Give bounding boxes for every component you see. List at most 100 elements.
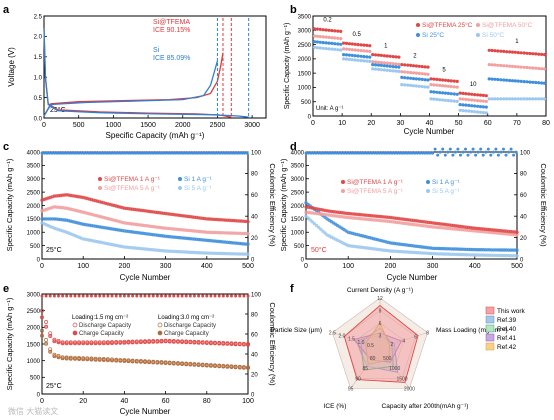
panel-b-point	[403, 63, 407, 67]
panel-b-point	[510, 97, 515, 101]
panel-f-legend-label: Ref.41	[497, 335, 517, 342]
panel-c-ce-point	[45, 151, 49, 155]
panel-d-ytick-label: 0	[301, 257, 305, 263]
panel-c-ce-point	[82, 151, 86, 155]
panel-e-capacity-point	[89, 357, 94, 362]
panel-b-point	[458, 108, 462, 112]
panel-e-ytick-label: 500	[30, 376, 41, 382]
panel-b-rate-label: 10	[470, 82, 477, 88]
panel-b-point	[368, 59, 372, 64]
panel-c-ce-point	[75, 151, 79, 155]
panel-c-y2tick-label: 0	[251, 257, 255, 263]
panel-b-point	[542, 97, 547, 101]
panel-a-ytick-label: 0.5	[34, 96, 43, 102]
panel-c-ytick-label: 3500	[27, 164, 41, 170]
panel-d-ce-point	[375, 151, 379, 155]
panel-b-point	[336, 42, 340, 46]
panel-a-xtick-label: 0	[42, 122, 46, 129]
panel-d-ce-point	[319, 151, 323, 155]
panel-b-point	[476, 104, 480, 108]
panel-b-point	[339, 37, 343, 41]
panel-d-legend-label: Si 1 A g⁻¹	[432, 179, 460, 186]
panel-b-point	[508, 64, 512, 68]
panel-d-ce-point	[388, 151, 392, 155]
panel-c-y2tick-label: 100	[251, 150, 262, 156]
panel-e-capacity-point	[118, 358, 123, 363]
panel-b-point	[324, 41, 328, 45]
panel-c-ce-point	[211, 151, 215, 155]
panel-b-rate-label: 1	[515, 39, 519, 45]
panel-b-point	[461, 91, 465, 95]
panel-e-ce-point	[139, 294, 143, 298]
panel-e-ce-point	[98, 294, 102, 298]
panel-d-ce-point	[494, 147, 498, 151]
panel-e-ce-point	[81, 294, 85, 298]
panel-b-xtick-label: 40	[426, 120, 434, 127]
panel-d-ce-point	[380, 151, 384, 155]
panel-a-xtick-label: 1000	[106, 122, 122, 129]
panel-b-point	[508, 50, 512, 54]
panel-c-legend-label: Si 1 A g⁻¹	[184, 176, 212, 183]
panel-c-ce-point	[117, 151, 121, 155]
panel-e-ce-point	[118, 294, 122, 298]
panel-c-ce-point	[85, 151, 88, 155]
panel-b-point	[542, 67, 547, 71]
panel-b-ytick-label: 3500	[298, 14, 312, 20]
panel-b-point	[455, 79, 459, 83]
panel-d-ce-point	[327, 151, 331, 155]
panel-b-point	[365, 49, 369, 53]
panel-c-ylabel: Specific Capacity (mAh g⁻¹)	[5, 158, 14, 251]
panel-a-xtick-label: 1500	[140, 122, 156, 129]
panel-b-point	[429, 97, 433, 101]
panel-c-ce-point	[208, 151, 212, 155]
panel-c-xtick-label: 500	[242, 263, 254, 270]
panel-b-point	[510, 79, 515, 83]
panel-c-y2label: Coulombic Efficiency (%)	[268, 163, 277, 247]
panel-b-point	[330, 47, 334, 51]
panel-b-point	[409, 83, 413, 87]
panel-b-point	[371, 63, 375, 67]
panel-e-legend: Discharge Capacity Charge Capacity Dischar…	[72, 322, 216, 337]
panel-b-point	[379, 53, 383, 58]
panel-b-point	[528, 66, 532, 70]
panel-e-capacity-point	[126, 340, 131, 345]
panel-b-point	[318, 35, 322, 39]
panel-b-point	[359, 43, 363, 47]
panel-c-ce-point	[181, 151, 185, 155]
panel-b-point	[406, 63, 410, 67]
panel-b-point	[452, 92, 456, 96]
panel-b-point	[411, 77, 416, 81]
panel-e-xtick-label: 100	[242, 398, 254, 405]
panel-b-point	[452, 85, 456, 89]
panel-b-point	[411, 64, 416, 68]
panel-c-ce-point	[146, 151, 150, 155]
panel-d-ytick-label: 2000	[291, 204, 305, 210]
panel-e-capacity-point	[134, 340, 139, 345]
panel-b-point	[513, 50, 518, 54]
panel-b-point	[493, 97, 497, 101]
panel-d-ce-point	[360, 151, 364, 155]
panel-f-axis-tick: 1.5	[348, 337, 355, 343]
panel-b-point	[481, 111, 485, 115]
panel-b-ytick-label: 1500	[298, 71, 312, 77]
panel-e-capacity-point	[159, 360, 164, 365]
panel-c-ce-point	[154, 151, 158, 155]
panel-e-y2label: Coulombic Efficiency (%)	[268, 302, 277, 386]
panel-b-point	[347, 42, 351, 46]
panel-e-legend-marker	[157, 330, 163, 336]
panel-b-point	[470, 92, 474, 96]
panel-b-point	[347, 57, 351, 62]
panel-b-point	[438, 91, 442, 95]
panel-e-axes	[41, 293, 249, 395]
panel-b-point	[362, 49, 366, 53]
panel-d-ce-point	[347, 151, 351, 155]
panel-d-ce-point	[461, 150, 465, 154]
panel-f-legend-label: Ref.42	[497, 344, 517, 351]
panel-e-capacity-point	[101, 358, 106, 362]
panel-d-ce-point	[502, 147, 505, 151]
panel-f-axis-tick: 90	[355, 376, 361, 382]
panel-f-legend-swatch	[485, 342, 495, 351]
panel-b-point	[324, 28, 328, 32]
panel-f-axis-tick: 4	[402, 338, 405, 344]
panel-b-legend-label: Si@TFEMA 25°C	[422, 21, 473, 29]
